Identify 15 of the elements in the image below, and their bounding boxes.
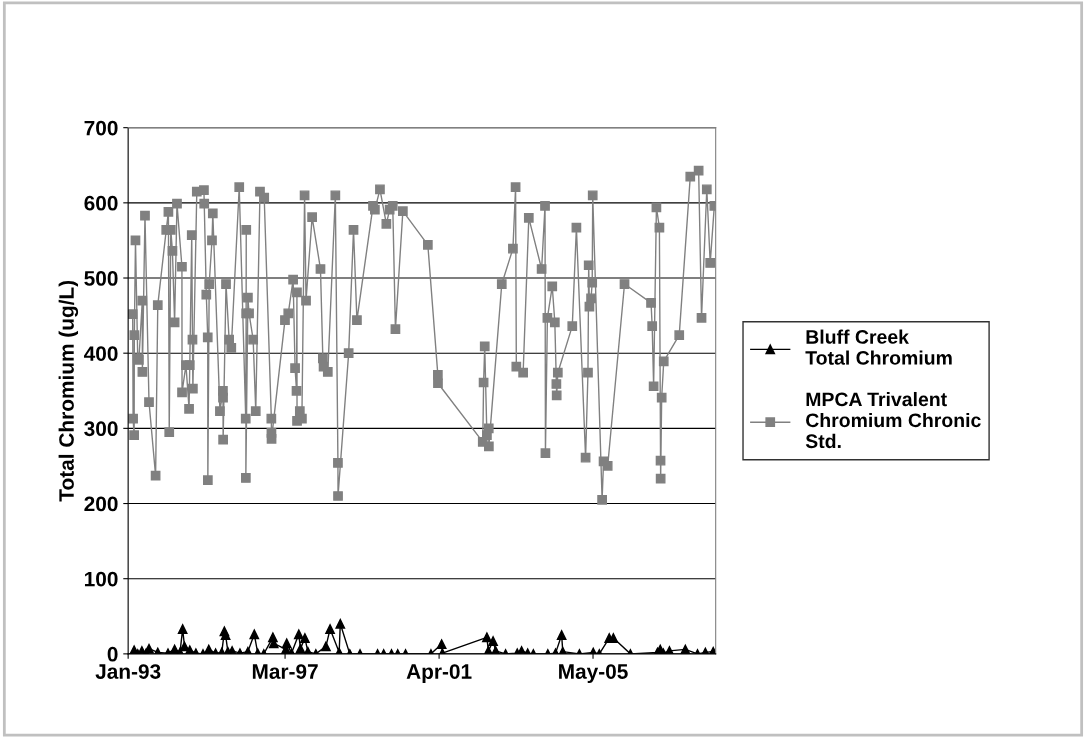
x-tick-label: May-05 xyxy=(559,664,628,684)
legend-label: Bluff Creek Total Chromium xyxy=(805,329,952,365)
y-axis-title: Total Chromium (ug/L) xyxy=(58,280,79,502)
y-tick-label: 700 xyxy=(84,120,118,136)
y-tick-label: 400 xyxy=(83,346,118,361)
y-tick-label: 0 xyxy=(107,646,118,662)
y-tick-label: 300 xyxy=(84,421,118,437)
legend-label: MPCA Trivalent Chromium Chronic Std. xyxy=(805,391,981,449)
x-tick-label: Jan-93 xyxy=(95,664,161,679)
y-tick-label: 100 xyxy=(84,571,118,587)
y-tick-label: 200 xyxy=(84,496,118,512)
y-tick-label: 500 xyxy=(84,271,118,286)
x-tick-label: Apr-01 xyxy=(406,664,472,684)
y-tick-label: 600 xyxy=(84,195,118,211)
x-tick-label: Mar-97 xyxy=(252,664,318,679)
